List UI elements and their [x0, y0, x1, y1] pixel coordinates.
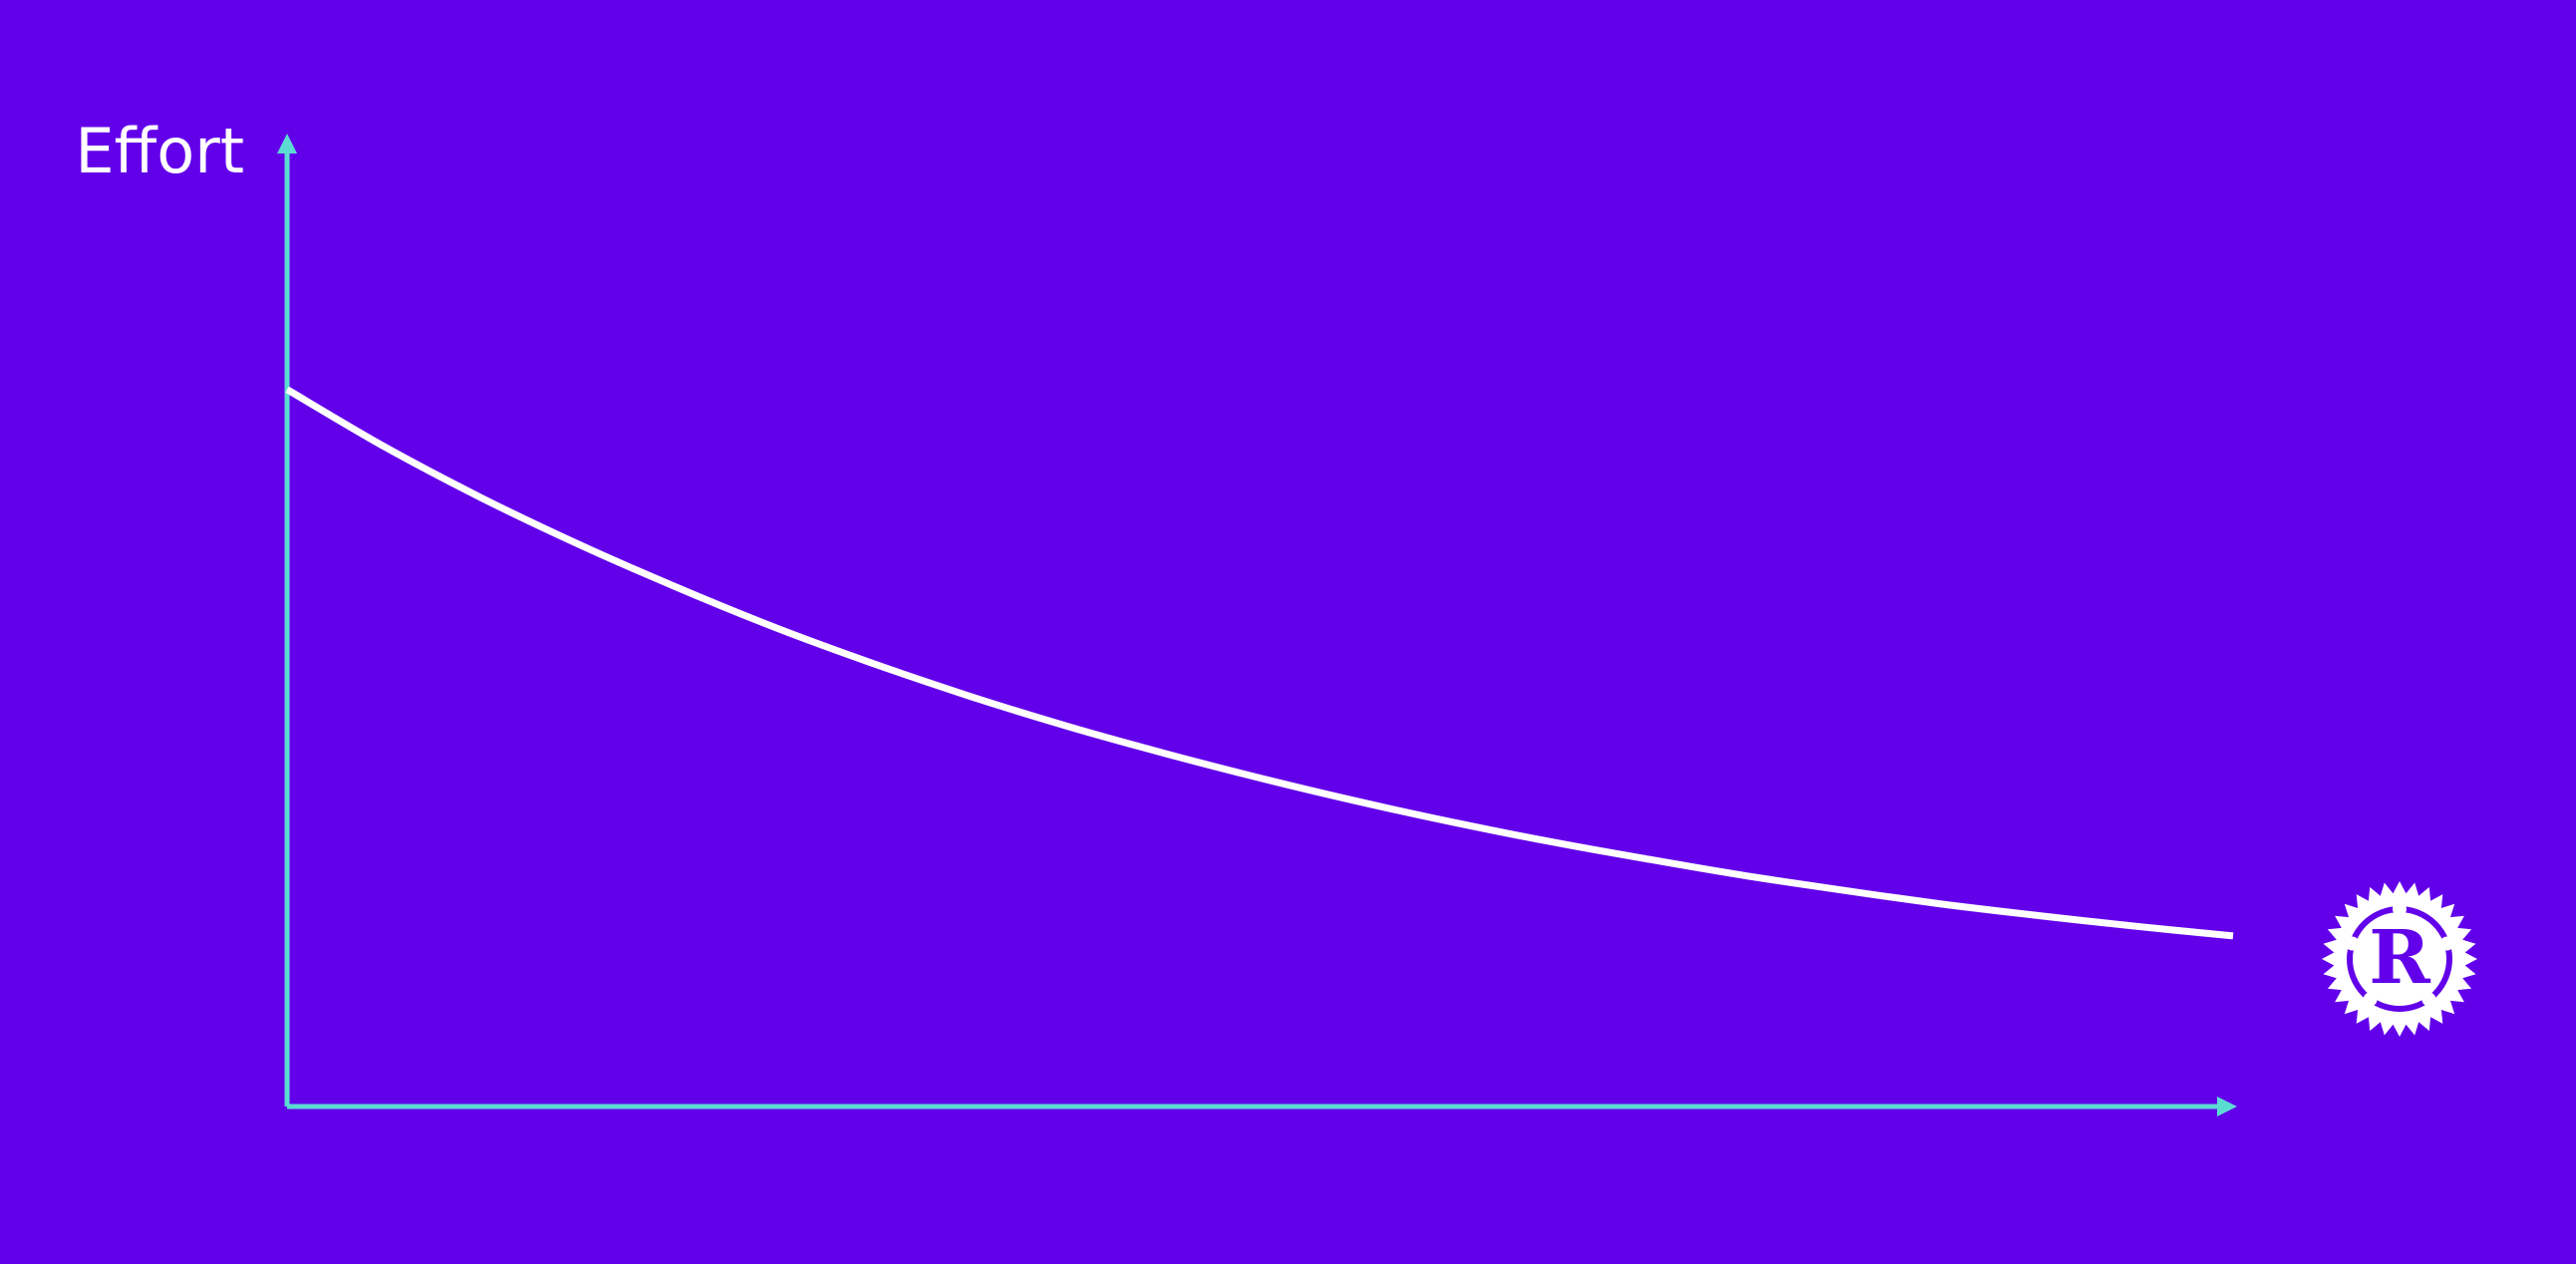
rust-logo-icon: R — [2322, 881, 2477, 1037]
chart-axes — [277, 134, 2237, 1116]
y-axis-arrow — [277, 134, 297, 154]
logo-letter: R — [2369, 915, 2430, 1001]
logo-notch — [2421, 992, 2436, 1007]
logo-notch — [2439, 936, 2454, 951]
x-axis-arrow — [2217, 1097, 2237, 1116]
logo-notch — [2363, 992, 2378, 1007]
y-axis-label: Effort — [75, 115, 244, 187]
logo-notch — [2345, 936, 2360, 951]
effort-curve — [285, 386, 2234, 940]
logo-disc — [2344, 903, 2455, 1015]
chart-series — [285, 386, 2234, 940]
logo-notch — [2393, 902, 2407, 916]
